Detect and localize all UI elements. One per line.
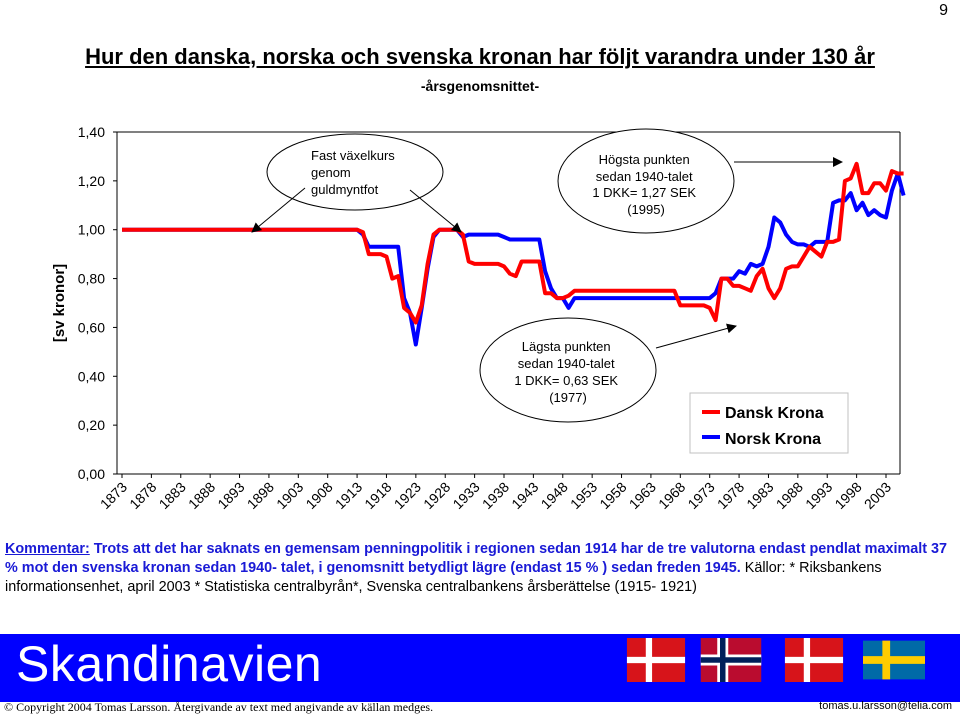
x-tick-label: 1903 xyxy=(273,479,306,512)
y-axis-label: [sv kronor] xyxy=(51,264,68,342)
y-tick-label: 0,00 xyxy=(78,466,105,482)
annotation-lowest: Lägsta punkten sedan 1940-talet 1 DKK= 0… xyxy=(514,339,621,405)
y-tick-label: 1,00 xyxy=(78,222,105,238)
annotation-lowest-line: Lägsta punkten xyxy=(522,339,611,354)
commentary: Kommentar: Trots att det har saknats en … xyxy=(5,540,955,597)
page-subtitle: -årsgenomsnittet- xyxy=(420,78,540,94)
x-tick-label: 1978 xyxy=(714,479,747,512)
x-tick-label: 1988 xyxy=(773,479,806,512)
x-tick-label: 1873 xyxy=(97,479,130,512)
annotation-fixed-rate: Fast växelkurs genom guldmyntfot xyxy=(311,148,398,197)
footer-copyright: © Copyright 2004 Tomas Larsson. Återgiva… xyxy=(4,700,434,714)
denmark-flag xyxy=(784,638,844,682)
annotation-fixed-rate-line: genom xyxy=(311,165,351,180)
y-tick-label: 0,80 xyxy=(78,271,105,287)
x-tick-label: 1898 xyxy=(244,479,277,512)
norway-flag xyxy=(700,638,762,682)
x-tick-label: 1983 xyxy=(743,479,776,512)
denmark-flag xyxy=(626,638,686,682)
annotation-bubble-fixed-rate xyxy=(266,133,444,211)
x-tick-label: 1963 xyxy=(626,479,659,512)
x-tick-label: 1968 xyxy=(655,479,688,512)
sweden-flag xyxy=(863,640,925,680)
x-tick-label: 1943 xyxy=(508,479,541,512)
x-tick-label: 1933 xyxy=(449,479,482,512)
x-tick-label: 1923 xyxy=(391,479,424,512)
x-tick-label: 1998 xyxy=(831,479,864,512)
footer-email[interactable]: tomas.u.larsson@telia.com xyxy=(819,700,952,712)
currency-line-chart: 0,00 0,20 0,40 0,60 0,80 1,00 1,20 1,40 1873187… xyxy=(51,124,906,512)
legend-box xyxy=(689,392,849,454)
legend-label-norsk: Norsk Krona xyxy=(725,431,821,448)
x-tick-label: 1883 xyxy=(156,479,189,512)
x-tick-label: 1913 xyxy=(332,479,365,512)
x-tick-label: 2003 xyxy=(861,479,894,512)
series-line-norsk-krona xyxy=(122,171,906,347)
legend-label-dansk: Dansk Krona xyxy=(725,405,824,422)
annotation-bubble-lowest xyxy=(479,317,657,423)
comment-sources: Källor: * Riksbankens informationsenhet,… xyxy=(5,560,882,595)
x-tick-label: 1938 xyxy=(479,479,512,512)
annotation-fixed-rate-line: guldmyntfot xyxy=(311,182,379,197)
annotation-highest-line: (1995) xyxy=(627,202,665,217)
y-tick-label: 0,60 xyxy=(78,319,105,335)
x-tick-label: 1878 xyxy=(126,479,159,512)
annotation-arrow xyxy=(655,323,737,349)
y-tick-label: 1,20 xyxy=(78,173,105,189)
annotation-highest-line: 1 DKK= 1,27 SEK xyxy=(592,185,696,200)
comment-label: Kommentar: xyxy=(5,541,90,557)
x-tick-label: 1973 xyxy=(684,479,717,512)
annotation-highest-line: sedan 1940-talet xyxy=(596,169,693,184)
page-title: Hur den danska, norska och svenska krona… xyxy=(85,44,875,69)
x-tick-label: 1908 xyxy=(302,479,335,512)
y-tick-label: 0,20 xyxy=(78,417,105,433)
x-tick-label: 1928 xyxy=(420,479,453,512)
annotation-highest-line: Högsta punkten xyxy=(599,152,690,167)
annotation-bubble-highest xyxy=(557,128,735,234)
x-tick-label: 1958 xyxy=(596,479,629,512)
page-number: 9 xyxy=(939,2,948,19)
comment-body: Trots att det har saknats en gemensam pe… xyxy=(5,541,948,576)
series-line-dansk-krona xyxy=(122,161,904,325)
annotation-lowest-line: 1 DKK= 0,63 SEK xyxy=(514,373,618,388)
y-tick-label: 0,40 xyxy=(78,368,105,384)
x-tick-label: 1953 xyxy=(567,479,600,512)
x-tick-label: 1893 xyxy=(214,479,247,512)
annotation-highest: Högsta punkten sedan 1940-talet 1 DKK= 1… xyxy=(592,152,699,217)
annotation-arrow xyxy=(409,189,462,233)
x-tick-label: 1888 xyxy=(185,479,218,512)
annotation-arrow xyxy=(251,187,306,233)
annotation-lowest-line: (1977) xyxy=(549,390,587,405)
annotation-lowest-line: sedan 1940-talet xyxy=(518,356,615,371)
y-tick-label: 1,40 xyxy=(78,124,105,140)
banner-title: Skandinavien xyxy=(16,636,323,692)
x-tick-label: 1993 xyxy=(802,479,835,512)
x-tick-label: 1918 xyxy=(361,479,394,512)
annotation-fixed-rate-line: Fast växelkurs xyxy=(311,148,395,163)
footer: © Copyright 2004 Tomas Larsson. Återgiva… xyxy=(0,699,960,716)
region-banner: Skandinavien xyxy=(0,634,960,702)
x-tick-label: 1948 xyxy=(538,479,571,512)
